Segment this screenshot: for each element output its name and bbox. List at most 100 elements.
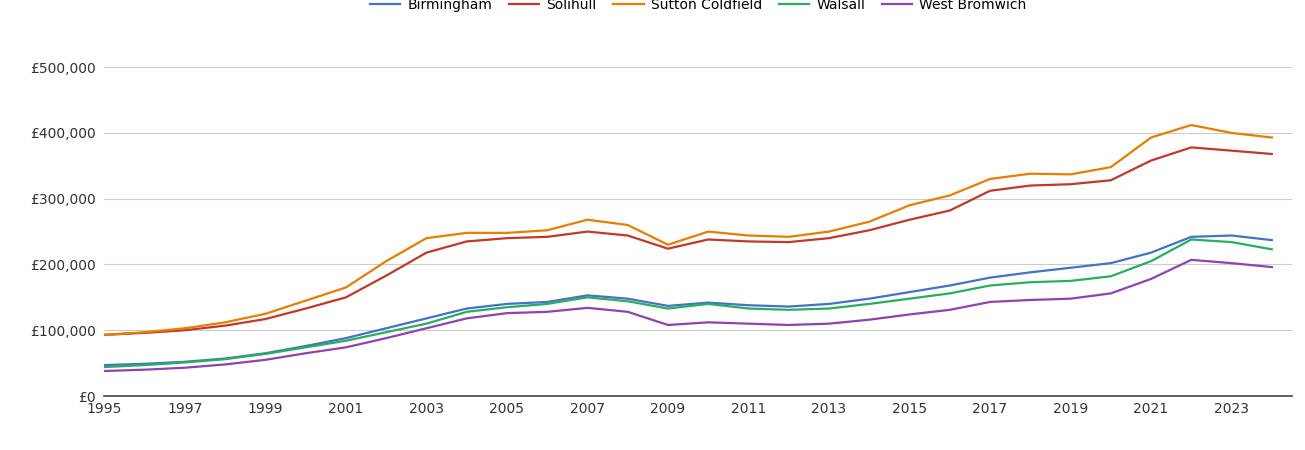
Sutton Coldfield [1224,130,1240,135]
Sutton Coldfield [137,329,153,335]
West Bromwich [701,320,716,325]
West Bromwich [257,357,273,363]
Sutton Coldfield [1143,135,1159,140]
Solihull [902,217,917,222]
West Bromwich [97,368,112,373]
Solihull [780,239,796,245]
Solihull [499,235,514,241]
Solihull [539,234,555,239]
Sutton Coldfield [177,325,193,331]
West Bromwich [1062,296,1078,302]
Birmingham [1224,233,1240,238]
Birmingham [821,301,837,306]
Walsall [539,301,555,306]
Walsall [701,301,716,306]
Sutton Coldfield [419,235,435,241]
Birmingham [1022,270,1037,275]
Sutton Coldfield [298,298,313,303]
West Bromwich [218,362,234,367]
Sutton Coldfield [499,230,514,236]
Solihull [378,273,394,279]
West Bromwich [1103,291,1118,296]
Birmingham [942,283,958,288]
Solihull [1265,151,1280,157]
West Bromwich [902,312,917,317]
Birmingham [701,300,716,305]
Birmingham [257,351,273,356]
Birmingham [620,296,636,302]
Walsall [1265,247,1280,252]
West Bromwich [861,317,877,322]
Solihull [861,228,877,233]
Sutton Coldfield [1184,122,1199,128]
West Bromwich [660,322,676,328]
Walsall [620,299,636,304]
Walsall [902,296,917,302]
West Bromwich [1224,261,1240,266]
Sutton Coldfield [579,217,595,222]
Sutton Coldfield [378,258,394,264]
Birmingham [1062,265,1078,270]
Sutton Coldfield [218,320,234,325]
Walsall [338,338,354,343]
Solihull [579,229,595,234]
Birmingham [499,301,514,306]
Birmingham [1103,261,1118,266]
Birmingham [137,361,153,366]
Walsall [137,362,153,368]
Walsall [660,306,676,311]
Sutton Coldfield [660,242,676,248]
Sutton Coldfield [1103,164,1118,170]
Solihull [942,208,958,213]
Sutton Coldfield [902,202,917,208]
Birmingham [419,316,435,321]
Birmingham [780,304,796,309]
Walsall [1143,258,1159,264]
West Bromwich [821,321,837,326]
Solihull [1184,145,1199,150]
Walsall [177,360,193,365]
Sutton Coldfield [1022,171,1037,176]
Birmingham [902,289,917,295]
Birmingham [1143,250,1159,255]
Sutton Coldfield [97,332,112,338]
Walsall [298,345,313,350]
Sutton Coldfield [741,233,757,238]
Walsall [579,295,595,300]
Sutton Coldfield [539,228,555,233]
Solihull [741,239,757,244]
West Bromwich [1184,257,1199,262]
Sutton Coldfield [1265,135,1280,140]
Birmingham [97,362,112,368]
West Bromwich [499,310,514,316]
Walsall [741,306,757,311]
West Bromwich [983,299,998,305]
Sutton Coldfield [338,285,354,290]
West Bromwich [1022,297,1037,303]
Walsall [1062,278,1078,284]
Sutton Coldfield [701,229,716,234]
Birmingham [539,299,555,305]
Birmingham [1184,234,1199,239]
Solihull [1022,183,1037,188]
Line: Sutton Coldfield: Sutton Coldfield [104,125,1272,335]
West Bromwich [1265,265,1280,270]
Walsall [1224,239,1240,245]
Line: Solihull: Solihull [104,148,1272,335]
Birmingham [1265,238,1280,243]
Walsall [821,306,837,311]
Birmingham [338,335,354,341]
West Bromwich [459,316,475,321]
Birmingham [861,296,877,302]
Solihull [97,332,112,338]
Walsall [780,307,796,313]
Solihull [821,235,837,241]
Solihull [1103,178,1118,183]
West Bromwich [338,345,354,350]
Solihull [1143,158,1159,163]
Walsall [378,329,394,335]
Birmingham [579,292,595,298]
Solihull [983,188,998,194]
Walsall [942,291,958,296]
Solihull [218,323,234,328]
